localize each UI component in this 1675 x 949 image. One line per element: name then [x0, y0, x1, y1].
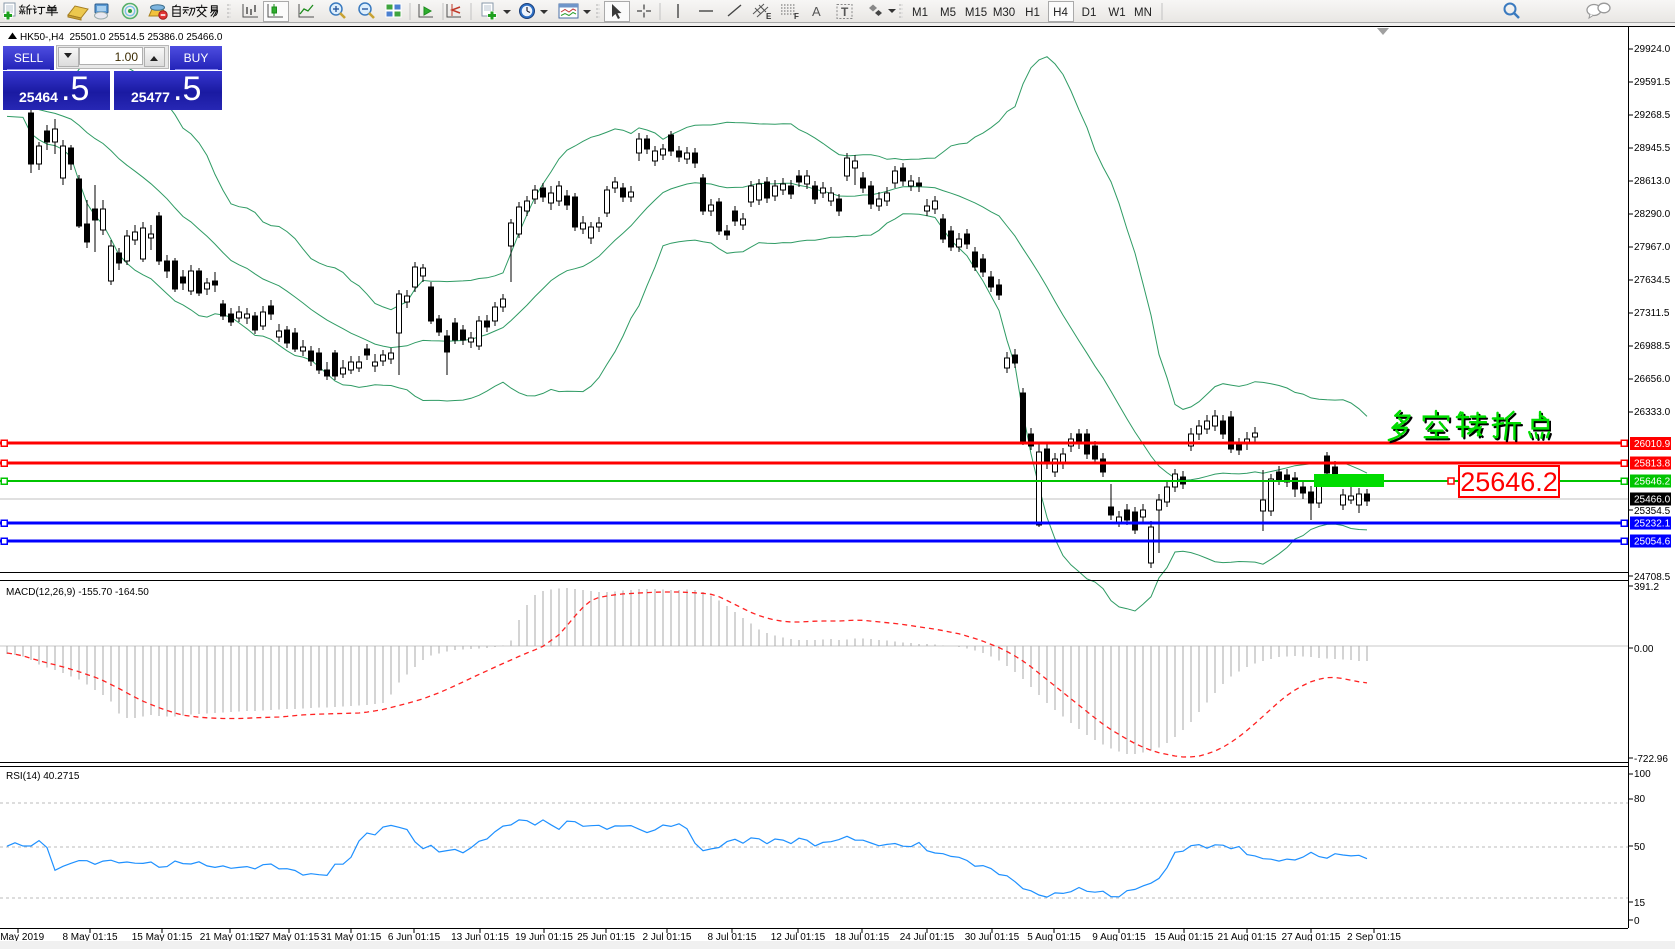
svg-text:26010.9: 26010.9	[1634, 439, 1671, 450]
svg-text:8 May 01:15: 8 May 01:15	[62, 932, 117, 943]
svg-text:21 May 01:15: 21 May 01:15	[200, 932, 261, 943]
svg-text:30 Jul 01:15: 30 Jul 01:15	[965, 932, 1020, 943]
svg-text:6 Jun 01:15: 6 Jun 01:15	[388, 932, 441, 943]
svg-text:27 May 01:15: 27 May 01:15	[259, 932, 320, 943]
svg-text:9 Aug 01:15: 9 Aug 01:15	[1092, 932, 1146, 943]
svg-text:15 Aug 01:15: 15 Aug 01:15	[1155, 932, 1214, 943]
svg-text:MN: MN	[1134, 7, 1152, 19]
svg-text:26988.5: 26988.5	[1634, 341, 1671, 352]
svg-text:W1: W1	[1108, 7, 1125, 19]
svg-text:18 Jul 01:15: 18 Jul 01:15	[835, 932, 890, 943]
svg-text:25 Jun 01:15: 25 Jun 01:15	[577, 932, 635, 943]
svg-text:24708.5: 24708.5	[1634, 572, 1671, 583]
svg-text:29591.5: 29591.5	[1634, 77, 1671, 88]
svg-text:21 Aug 01:15: 21 Aug 01:15	[1218, 932, 1277, 943]
svg-text:H4: H4	[1053, 7, 1068, 19]
svg-text:12 Jul 01:15: 12 Jul 01:15	[771, 932, 826, 943]
svg-text:2 Sep 01:15: 2 Sep 01:15	[1347, 932, 1401, 943]
svg-text:26656.0: 26656.0	[1634, 374, 1671, 385]
svg-text:27311.5: 27311.5	[1634, 308, 1670, 319]
svg-text:M5: M5	[940, 7, 956, 19]
svg-text:M30: M30	[993, 7, 1015, 19]
svg-text:M15: M15	[965, 7, 987, 19]
svg-text:80: 80	[1634, 794, 1646, 805]
svg-text:100: 100	[1634, 769, 1651, 780]
svg-text:13 Jun 01:15: 13 Jun 01:15	[451, 932, 509, 943]
svg-text:28945.5: 28945.5	[1634, 143, 1671, 154]
svg-text:26333.0: 26333.0	[1634, 407, 1671, 418]
svg-text:24 Jul 01:15: 24 Jul 01:15	[900, 932, 955, 943]
svg-text:28613.0: 28613.0	[1634, 176, 1671, 187]
svg-text:391.2: 391.2	[1634, 582, 1659, 593]
svg-text:27634.5: 27634.5	[1634, 275, 1671, 286]
svg-text:15 May 01:15: 15 May 01:15	[132, 932, 193, 943]
svg-text:50: 50	[1634, 842, 1646, 853]
svg-text:27967.0: 27967.0	[1634, 242, 1671, 253]
svg-text:D1: D1	[1082, 7, 1097, 19]
svg-text:25354.5: 25354.5	[1634, 506, 1671, 517]
svg-text:M1: M1	[912, 7, 928, 19]
svg-text:2 May 2019: 2 May 2019	[0, 932, 45, 943]
svg-text:27 Aug 01:15: 27 Aug 01:15	[1282, 932, 1341, 943]
svg-text:2 Jul 01:15: 2 Jul 01:15	[643, 932, 692, 943]
svg-text:-722.96: -722.96	[1634, 754, 1668, 765]
svg-text:MACD(12,26,9) -155.70 -164.50: MACD(12,26,9) -155.70 -164.50	[6, 587, 149, 598]
svg-text:E: E	[766, 12, 772, 21]
svg-text:H1: H1	[1025, 7, 1040, 19]
svg-text:A: A	[812, 4, 821, 19]
svg-text:15: 15	[1634, 898, 1646, 909]
svg-text:8 Jul 01:15: 8 Jul 01:15	[708, 932, 757, 943]
svg-text:F: F	[794, 12, 799, 21]
svg-text:0.00: 0.00	[1634, 644, 1654, 655]
svg-text:25646.2: 25646.2	[1460, 467, 1558, 497]
svg-text:0: 0	[1634, 916, 1640, 927]
svg-text:25466.0: 25466.0	[1634, 495, 1671, 506]
svg-text:28290.0: 28290.0	[1634, 209, 1671, 220]
svg-text:29268.5: 29268.5	[1634, 110, 1671, 121]
svg-text:29924.0: 29924.0	[1634, 44, 1671, 55]
svg-text:25054.6: 25054.6	[1634, 537, 1671, 548]
svg-text:RSI(14) 40.2715: RSI(14) 40.2715	[6, 771, 80, 782]
svg-text:HK50-,H4 25501.0 25514.5 2538: HK50-,H4 25501.0 25514.5 25386.0 25466.0	[20, 32, 223, 43]
svg-text:25813.8: 25813.8	[1634, 459, 1671, 470]
svg-text:25232.1: 25232.1	[1634, 519, 1671, 530]
svg-text:T: T	[841, 5, 849, 19]
svg-text:5 Aug 01:15: 5 Aug 01:15	[1027, 932, 1081, 943]
svg-text:31 May 01:15: 31 May 01:15	[321, 932, 382, 943]
svg-text:19 Jun 01:15: 19 Jun 01:15	[515, 932, 573, 943]
svg-text:25646.2: 25646.2	[1634, 477, 1671, 488]
